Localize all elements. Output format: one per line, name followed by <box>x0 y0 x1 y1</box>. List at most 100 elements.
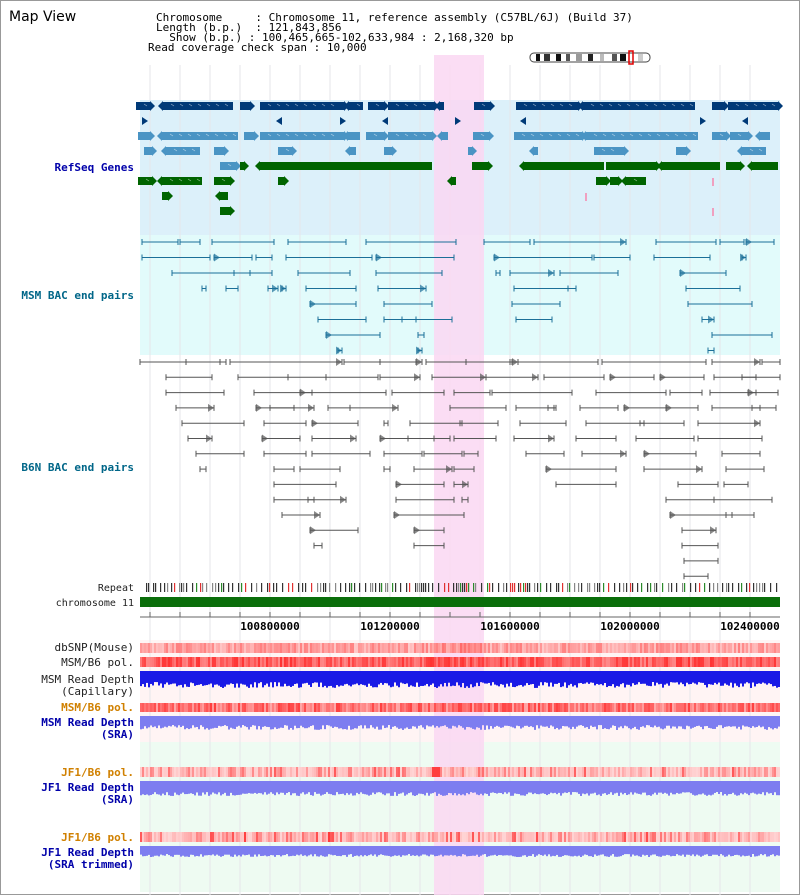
heat-cell <box>358 657 360 667</box>
heat-cell <box>714 767 716 777</box>
chromosome-ideogram[interactable] <box>529 50 651 65</box>
heat-cell <box>584 643 586 653</box>
chromosome-label[interactable]: chromosome 11 <box>56 598 134 609</box>
dbsnp-heat-strip[interactable] <box>140 643 780 653</box>
depth-bar <box>446 716 448 727</box>
heat-cell <box>396 643 398 653</box>
heat-cell <box>694 643 696 653</box>
depth-bar <box>426 716 428 726</box>
heat-cell <box>468 832 470 842</box>
repeat-mark <box>770 583 772 592</box>
msm-b6-pol-label-2[interactable]: MSM/B6 pol. <box>61 701 134 714</box>
jf1-b6-pol-strip-2[interactable] <box>140 832 780 842</box>
heat-cell <box>338 657 340 667</box>
heat-cell <box>312 643 314 653</box>
heat-cell <box>666 703 668 712</box>
depth-bar <box>638 781 640 794</box>
depth-bar <box>260 846 262 857</box>
depth-bar <box>730 781 732 795</box>
depth-bar <box>260 671 262 683</box>
jf1-read-depth-trimmed-label-1[interactable]: JF1 Read Depth <box>41 846 134 859</box>
heat-cell <box>666 643 668 653</box>
heat-cell <box>546 643 548 653</box>
msm-read-depth-capillary-track[interactable] <box>140 671 780 688</box>
heat-cell <box>554 643 556 653</box>
heat-cell <box>516 643 518 653</box>
depth-bar <box>268 846 270 857</box>
heat-cell <box>504 832 506 842</box>
depth-bar <box>374 716 376 729</box>
heat-cell <box>748 832 750 842</box>
heat-cell <box>274 832 276 842</box>
ideogram-position-marker[interactable] <box>628 50 634 65</box>
heat-cell <box>750 703 752 712</box>
depth-bar <box>280 716 282 728</box>
heat-cell <box>642 832 644 842</box>
heat-cell <box>430 832 432 842</box>
heat-cell <box>766 767 768 777</box>
depth-bar <box>474 716 476 730</box>
depth-bar <box>238 716 240 726</box>
msm-read-depth-capillary-label-1[interactable]: MSM Read Depth <box>41 673 134 686</box>
heat-cell <box>736 703 738 712</box>
depth-bar <box>510 846 512 856</box>
jf1-b6-pol-strip-1[interactable] <box>140 767 780 777</box>
heat-cell <box>552 767 554 777</box>
depth-bar <box>602 846 604 855</box>
depth-bar <box>226 846 228 855</box>
heat-cell <box>240 767 242 777</box>
chromosome-bar[interactable] <box>140 597 780 607</box>
heat-cell <box>320 767 322 777</box>
msm-bac-end-pairs-track[interactable] <box>141 238 775 355</box>
heat-cell <box>190 657 192 667</box>
heat-cell <box>670 832 672 842</box>
b6n-bac-end-pairs-track[interactable] <box>139 358 781 580</box>
msm-bac-label[interactable]: MSM BAC end pairs <box>21 289 134 302</box>
depth-bar <box>340 716 342 729</box>
heat-cell <box>512 703 514 712</box>
msm-b6-pol-strip-1[interactable] <box>140 657 780 667</box>
depth-bar <box>162 716 164 728</box>
heat-cell <box>332 703 334 712</box>
msm-b6-pol-label-1[interactable]: MSM/B6 pol. <box>61 656 134 669</box>
depth-bar <box>740 781 742 794</box>
depth-bar <box>420 671 422 686</box>
msm-read-depth-sra-track[interactable] <box>140 716 780 730</box>
depth-bar <box>510 781 512 796</box>
depth-bar <box>430 781 432 794</box>
selected-region-highlight[interactable] <box>434 55 484 895</box>
b6n-bac-label[interactable]: B6N BAC end pairs <box>21 461 134 474</box>
refseq-genes-label[interactable]: RefSeq Genes <box>55 161 134 174</box>
jf1-b6-pol-label-1[interactable]: JF1/B6 pol. <box>61 766 134 779</box>
repeat-label[interactable]: Repeat <box>98 583 134 594</box>
msm-read-depth-sra-label-1[interactable]: MSM Read Depth <box>41 716 134 729</box>
heat-cell <box>276 643 278 653</box>
depth-bar <box>584 671 586 684</box>
refseq-genes-track[interactable] <box>136 101 783 216</box>
depth-bar <box>422 716 424 728</box>
depth-bar <box>246 716 248 728</box>
heat-cell <box>524 657 526 667</box>
heat-cell <box>450 703 452 712</box>
depth-bar <box>386 716 388 728</box>
msm-b6-pol-strip-2[interactable] <box>140 703 780 712</box>
gene-block <box>214 147 224 155</box>
jf1-read-depth-sra-track[interactable] <box>140 781 780 796</box>
jf1-read-depth-sra-label-1[interactable]: JF1 Read Depth <box>41 781 134 794</box>
heat-cell <box>494 643 496 653</box>
heat-cell <box>324 703 326 712</box>
heat-cell <box>576 703 578 712</box>
heat-cell <box>634 832 636 842</box>
depth-bar <box>592 781 594 794</box>
ruler-tick-label: 100800000 <box>240 620 300 633</box>
heat-cell <box>484 703 486 712</box>
heat-cell <box>244 657 246 667</box>
repeat-track[interactable] <box>146 583 778 592</box>
heat-cell <box>542 767 544 777</box>
jf1-b6-pol-label-2[interactable]: JF1/B6 pol. <box>61 831 134 844</box>
heat-cell <box>406 767 408 777</box>
heat-cell <box>596 703 598 712</box>
dbsnp-label[interactable]: dbSNP(Mouse) <box>55 641 134 654</box>
jf1-read-depth-sra-trimmed-track[interactable] <box>140 846 780 857</box>
